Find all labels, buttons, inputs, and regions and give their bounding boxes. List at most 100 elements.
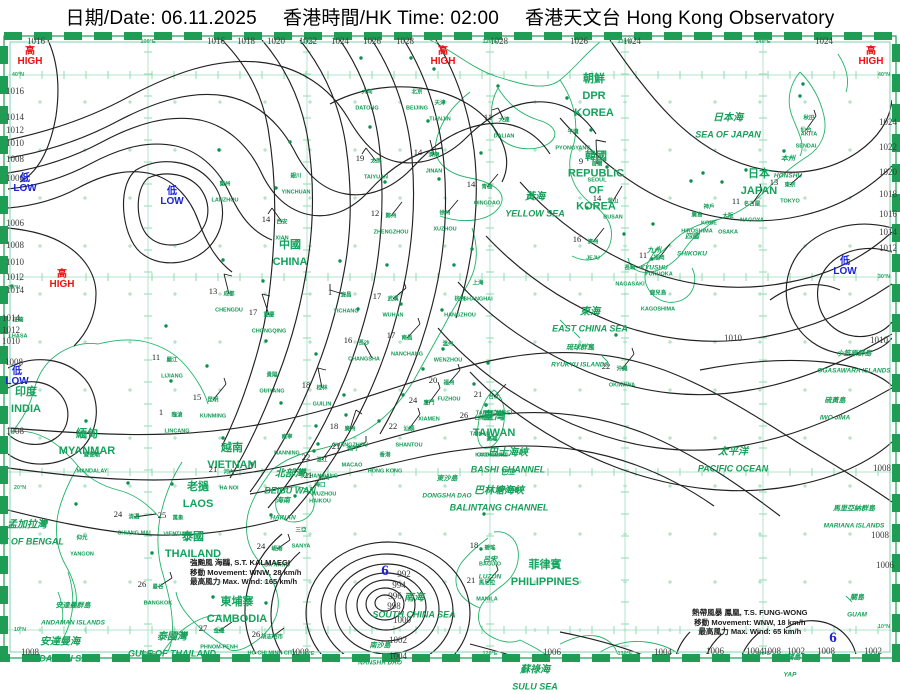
grid-cross xyxy=(578,628,582,632)
grid-cross xyxy=(713,532,717,536)
grid-cross xyxy=(353,244,357,248)
grid-cross xyxy=(578,100,582,104)
graticule-ticks xyxy=(19,51,879,647)
grid-cross xyxy=(83,532,87,536)
grid-cross xyxy=(83,100,87,104)
grid-cross xyxy=(533,628,537,632)
grid-cross xyxy=(173,436,177,440)
grid-cross xyxy=(263,148,267,152)
grid-cross xyxy=(488,580,492,584)
grid-cross xyxy=(263,244,267,248)
station-dot xyxy=(426,119,430,123)
grid-cross xyxy=(83,436,87,440)
grid-cross xyxy=(623,100,627,104)
grid-cross xyxy=(848,148,852,152)
grid-cross xyxy=(263,196,267,200)
coastline-layer xyxy=(11,40,853,654)
grid-cross xyxy=(38,340,42,344)
grid-cross xyxy=(443,436,447,440)
grid-cross xyxy=(263,580,267,584)
grid-cross xyxy=(218,484,222,488)
station-dot xyxy=(432,67,436,71)
grid-cross xyxy=(848,388,852,392)
grid-cross xyxy=(578,196,582,200)
grid-cross xyxy=(668,148,672,152)
grid-cross xyxy=(308,532,312,536)
grid-cross xyxy=(758,436,762,440)
grid-cross xyxy=(443,628,447,632)
station-dot xyxy=(211,595,215,599)
grid-cross xyxy=(578,244,582,248)
sea-label: 蘇祿海 SULU SEA xyxy=(512,664,558,691)
grid-cross xyxy=(38,484,42,488)
grid-cross xyxy=(218,292,222,296)
grid-cross xyxy=(803,292,807,296)
grid-cross xyxy=(848,484,852,488)
station-dot xyxy=(689,179,693,183)
station-dot xyxy=(744,168,748,172)
grid-cross xyxy=(218,532,222,536)
surface-analysis-map[interactable]: 日本海 SEA OF JAPAN 黃海 YELLOW SEA 東海 EAST CHINA … xyxy=(0,32,900,691)
grid-cross xyxy=(848,244,852,248)
station-dot xyxy=(605,165,609,169)
grid-cross xyxy=(308,340,312,344)
station-dot xyxy=(368,125,372,129)
grid-cross xyxy=(623,148,627,152)
grid-cross xyxy=(578,340,582,344)
grid-cross xyxy=(803,388,807,392)
station-dot xyxy=(264,601,268,605)
station-dot xyxy=(377,419,381,423)
grid-cross xyxy=(263,436,267,440)
station-dot xyxy=(205,364,209,368)
grid-cross xyxy=(38,100,42,104)
grid-cross xyxy=(848,340,852,344)
grid-cross xyxy=(533,244,537,248)
grid-cross xyxy=(713,196,717,200)
grid-cross xyxy=(758,532,762,536)
grid-cross xyxy=(803,340,807,344)
grid-cross xyxy=(308,436,312,440)
grid-cross xyxy=(83,484,87,488)
grid-cross xyxy=(353,196,357,200)
station-dot xyxy=(274,186,278,190)
station-dot xyxy=(169,379,173,383)
grid-cross xyxy=(758,148,762,152)
grid-cross xyxy=(308,100,312,104)
grid-cross xyxy=(38,532,42,536)
grid-cross xyxy=(623,244,627,248)
grid-cross xyxy=(488,196,492,200)
station-dot xyxy=(261,279,265,283)
station-dot xyxy=(486,361,490,365)
station-dot xyxy=(293,494,297,498)
wind-barb-layer xyxy=(133,107,817,638)
station-dot xyxy=(170,482,174,486)
grid-cross xyxy=(533,580,537,584)
grid-cross xyxy=(623,388,627,392)
station-dot xyxy=(221,258,225,262)
station-dot xyxy=(150,551,154,555)
grid-cross xyxy=(713,100,717,104)
station-dot xyxy=(164,324,168,328)
grid-cross xyxy=(353,532,357,536)
grid-cross xyxy=(533,388,537,392)
grid-cross xyxy=(353,388,357,392)
grid-cross xyxy=(623,532,627,536)
station-dot xyxy=(650,257,654,261)
station-dot xyxy=(701,171,705,175)
station-dot xyxy=(269,513,273,517)
grid-cross xyxy=(353,148,357,152)
isobar-layer xyxy=(8,40,892,654)
grid-cross xyxy=(533,436,537,440)
grid-cross xyxy=(668,340,672,344)
station-dot xyxy=(496,84,500,88)
grid-cross xyxy=(83,196,87,200)
grid-cross xyxy=(173,484,177,488)
station-dot xyxy=(279,401,283,405)
grid-cross xyxy=(443,292,447,296)
grid-cross xyxy=(173,100,177,104)
grid-cross xyxy=(713,388,717,392)
grid-cross xyxy=(848,532,852,536)
grid-cross xyxy=(803,628,807,632)
grid-cross xyxy=(488,148,492,152)
grid-cross xyxy=(83,244,87,248)
